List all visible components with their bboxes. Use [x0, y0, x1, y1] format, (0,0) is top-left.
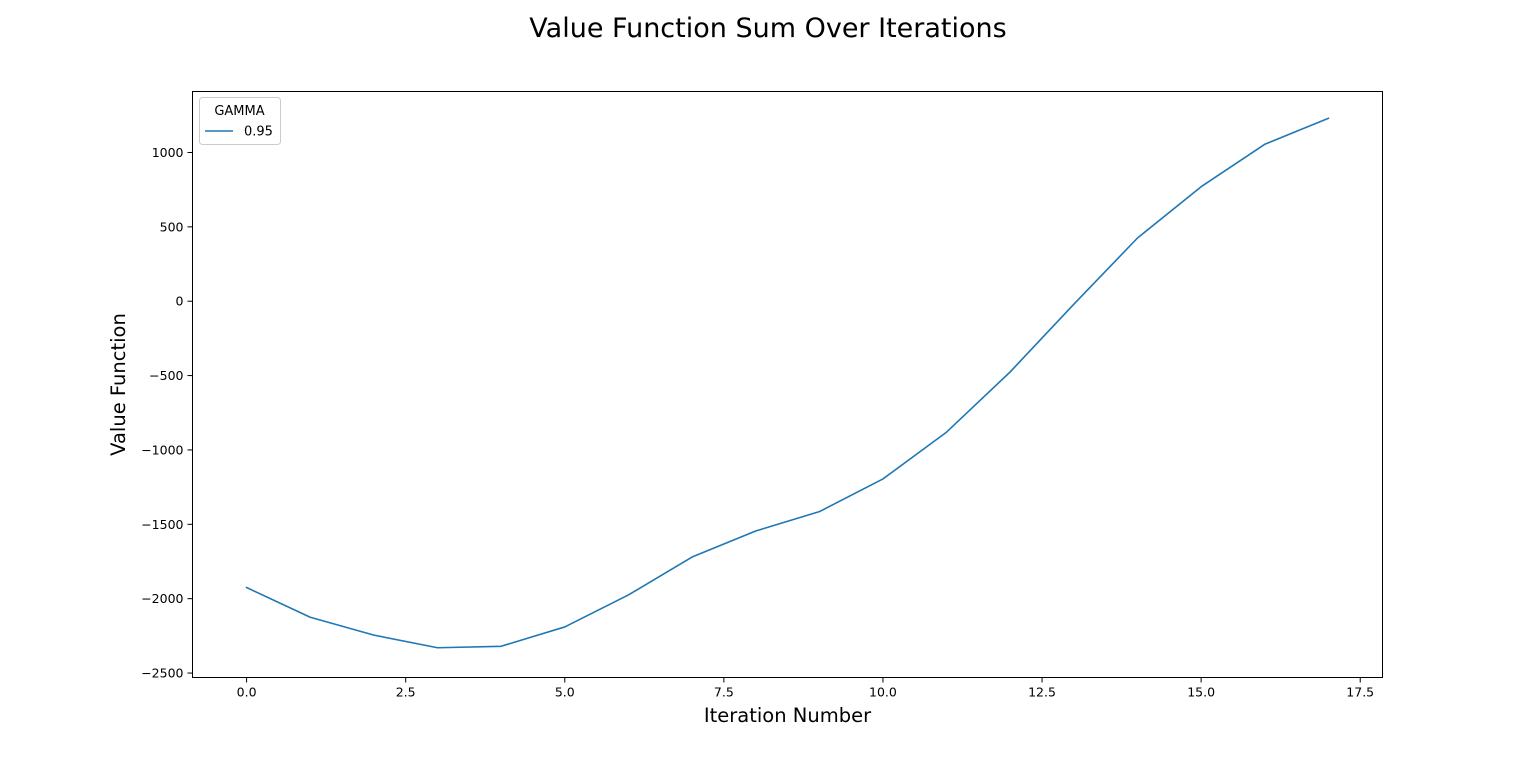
y-tick-label: −2000	[141, 591, 183, 606]
y-tick-label: 500	[160, 219, 184, 234]
plot-frame	[192, 91, 1383, 678]
x-tick-label: 2.5	[396, 685, 416, 700]
y-tick-label: −1000	[141, 442, 183, 457]
legend-title: GAMMA	[214, 104, 264, 119]
x-tick-label: 15.0	[1187, 685, 1215, 700]
chart-title: Value Function Sum Over Iterations	[529, 13, 1006, 44]
y-tick-label: −1500	[141, 517, 183, 532]
y-tick-label: −500	[149, 368, 183, 383]
x-tick-label: 17.5	[1346, 685, 1374, 700]
x-tick-label: 0.0	[237, 685, 257, 700]
plot-area	[245, 117, 1330, 649]
y-tick-label: 1000	[152, 145, 184, 160]
y-axis-label: Value Function	[107, 313, 130, 456]
legend-box	[199, 97, 281, 145]
x-tick-label: 5.0	[555, 685, 575, 700]
series-line	[245, 117, 1330, 649]
y-tick-label: −2500	[141, 666, 183, 681]
y-axis: −2500 −2000 −1500 −1000 −500 0 500 1000	[141, 145, 193, 681]
x-axis: 0.0 2.5 5.0 7.5 10.0 12.5 15.0 17.5	[237, 677, 1374, 700]
legend-label: 0.95	[244, 125, 273, 140]
x-tick-label: 10.0	[869, 685, 897, 700]
legend: GAMMA 0.95	[199, 97, 281, 145]
y-tick-label: 0	[176, 294, 184, 309]
x-tick-label: 7.5	[714, 685, 734, 700]
x-tick-label: 12.5	[1028, 685, 1056, 700]
x-axis-label: Iteration Number	[704, 704, 872, 727]
